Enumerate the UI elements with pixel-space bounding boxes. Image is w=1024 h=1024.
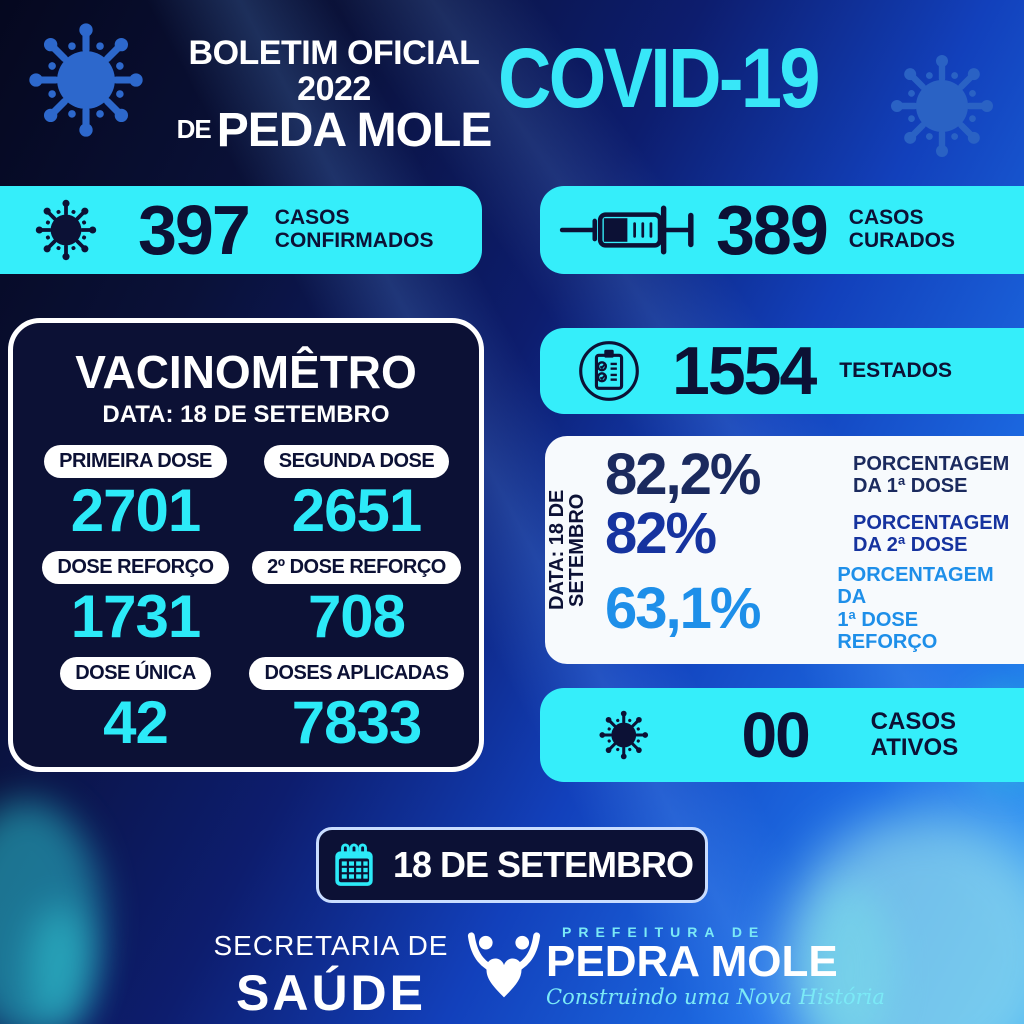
vaccination-percentages-card: DATA: 18 DE SETEMBRO 82,2% PORCENTAGEM D… bbox=[545, 436, 1024, 664]
vaccine-meter-title: VACINOMÊTRO bbox=[75, 346, 417, 398]
vaccine-stat-second-dose: SEGUNDA DOSE 2651 bbox=[246, 445, 467, 541]
logo-prefeitura-label: PREFEITURA DE bbox=[562, 924, 766, 940]
stat-label-pill: DOSE ÚNICA bbox=[60, 657, 211, 691]
vaccine-meter-date: DATA: 18 DE SETEMBRO bbox=[102, 401, 390, 428]
vaccine-stat-single-dose: DOSE ÚNICA 42 bbox=[25, 657, 246, 757]
confirmed-cases-card: 397 CASOS CONFIRMADOS bbox=[0, 186, 482, 274]
calendar-icon bbox=[335, 843, 373, 886]
percentage-row-first-dose: 82,2% PORCENTAGEM DA 1ª DOSE bbox=[605, 446, 1016, 504]
stat-label-pill: DOSE REFORÇO bbox=[42, 551, 229, 585]
department-line2: SAÚDE bbox=[235, 965, 427, 1021]
confirmed-cases-label: CASOS CONFIRMADOS bbox=[274, 206, 434, 252]
percentage-label: PORCENTAGEM DA 1ª DOSE bbox=[853, 453, 1010, 498]
bulletin-title-line1: BOLETIM OFICIAL 2022 bbox=[188, 34, 480, 108]
virus-icon bbox=[29, 23, 143, 137]
active-cases-card: 00 CASOS ATIVOS bbox=[540, 688, 1024, 782]
covid-19-title: COVID-19 bbox=[498, 31, 820, 125]
tested-card: 1554 TESTADOS bbox=[540, 328, 1024, 414]
stat-label-pill: PRIMEIRA DOSE bbox=[44, 445, 227, 478]
active-cases-label: CASOS ATIVOS bbox=[870, 708, 959, 761]
vaccine-stat-booster: DOSE REFORÇO 1731 bbox=[25, 551, 246, 647]
tested-value: 1554 bbox=[672, 333, 817, 409]
stat-value: 1731 bbox=[70, 583, 201, 651]
virus-icon bbox=[891, 55, 993, 157]
date-badge-label: 18 DE SETEMBRO bbox=[392, 844, 694, 885]
percentages-date-vertical: DATA: 18 DE SETEMBRO bbox=[546, 489, 588, 611]
vaccine-stat-first-dose: PRIMEIRA DOSE 2701 bbox=[25, 445, 246, 541]
cured-cases-card: 389 CASOS CURADOS bbox=[540, 186, 1024, 274]
bulletin-title-prefix: DE bbox=[176, 114, 212, 145]
percentage-value: 82% bbox=[605, 501, 717, 567]
stat-value: 2701 bbox=[70, 477, 201, 544]
stat-value: 2651 bbox=[291, 477, 422, 544]
tested-label: TESTADOS bbox=[839, 358, 953, 382]
vaccine-stat-second-booster: 2º DOSE REFORÇO 708 bbox=[246, 551, 467, 647]
clipboard-check-icon bbox=[579, 341, 639, 401]
vaccine-stats-grid: PRIMEIRA DOSE 2701 SEGUNDA DOSE 2651 DOS… bbox=[13, 445, 479, 754]
logo-text: PREFEITURA DE PEDRA MOLE Construindo uma… bbox=[546, 924, 885, 1009]
cured-cases-label: CASOS CURADOS bbox=[848, 206, 955, 252]
city-hall-logo: PREFEITURA DE PEDRA MOLE Construindo uma… bbox=[466, 924, 885, 1009]
cured-cases-value: 389 bbox=[716, 191, 829, 269]
percentage-row-booster: 63,1% PORCENTAGEM DA 1ª DOSE REFORÇO bbox=[605, 564, 1016, 654]
bulletin-title-line2: DE PEDA MOLE bbox=[150, 104, 518, 158]
vaccine-meter-panel: VACINOMÊTRO DATA: 18 DE SETEMBRO PRIMEIR… bbox=[8, 318, 484, 772]
active-cases-value: 00 bbox=[741, 699, 810, 771]
department-line1: SECRETARIA DE bbox=[213, 930, 449, 961]
stat-label-pill: DOSES APLICADAS bbox=[249, 657, 464, 691]
percentage-rows: 82,2% PORCENTAGEM DA 1ª DOSE 82% PORCENT… bbox=[601, 436, 1024, 664]
percentage-label: PORCENTAGEM DA 2ª DOSE bbox=[853, 511, 1010, 557]
stat-value: 7833 bbox=[291, 689, 422, 757]
syringe-icon bbox=[559, 205, 694, 255]
bulletin-title: BOLETIM OFICIAL 2022 DE PEDA MOLE bbox=[150, 34, 518, 158]
date-badge: 18 DE SETEMBRO bbox=[316, 827, 708, 903]
logo-city-name: PEDRA MOLE bbox=[546, 937, 838, 986]
percentage-label: PORCENTAGEM DA 1ª DOSE REFORÇO bbox=[837, 564, 994, 654]
virus-icon bbox=[35, 199, 97, 261]
decor-blob bbox=[0, 800, 102, 1024]
percentage-value: 82,2% bbox=[605, 442, 761, 508]
confirmed-cases-value: 397 bbox=[138, 191, 251, 269]
health-department-signature: SECRETARIA DE SAÚDE bbox=[196, 930, 466, 1022]
percentage-value: 63,1% bbox=[605, 575, 761, 641]
bulletin-title-city: PEDA MOLE bbox=[216, 104, 493, 158]
logo-tagline: Construindo uma Nova História bbox=[546, 985, 885, 1009]
vaccine-stat-doses-applied: DOSES APLICADAS 7833 bbox=[246, 657, 467, 757]
stat-value: 708 bbox=[307, 583, 406, 651]
people-heart-icon bbox=[467, 931, 541, 997]
stat-label-pill: SEGUNDA DOSE bbox=[263, 445, 450, 478]
stat-value: 42 bbox=[103, 689, 169, 757]
percentage-row-second-dose: 82% PORCENTAGEM DA 2ª DOSE bbox=[605, 505, 1016, 563]
virus-icon bbox=[599, 710, 649, 760]
decor-blob bbox=[28, 905, 92, 1024]
stat-label-pill: 2º DOSE REFORÇO bbox=[252, 551, 461, 585]
